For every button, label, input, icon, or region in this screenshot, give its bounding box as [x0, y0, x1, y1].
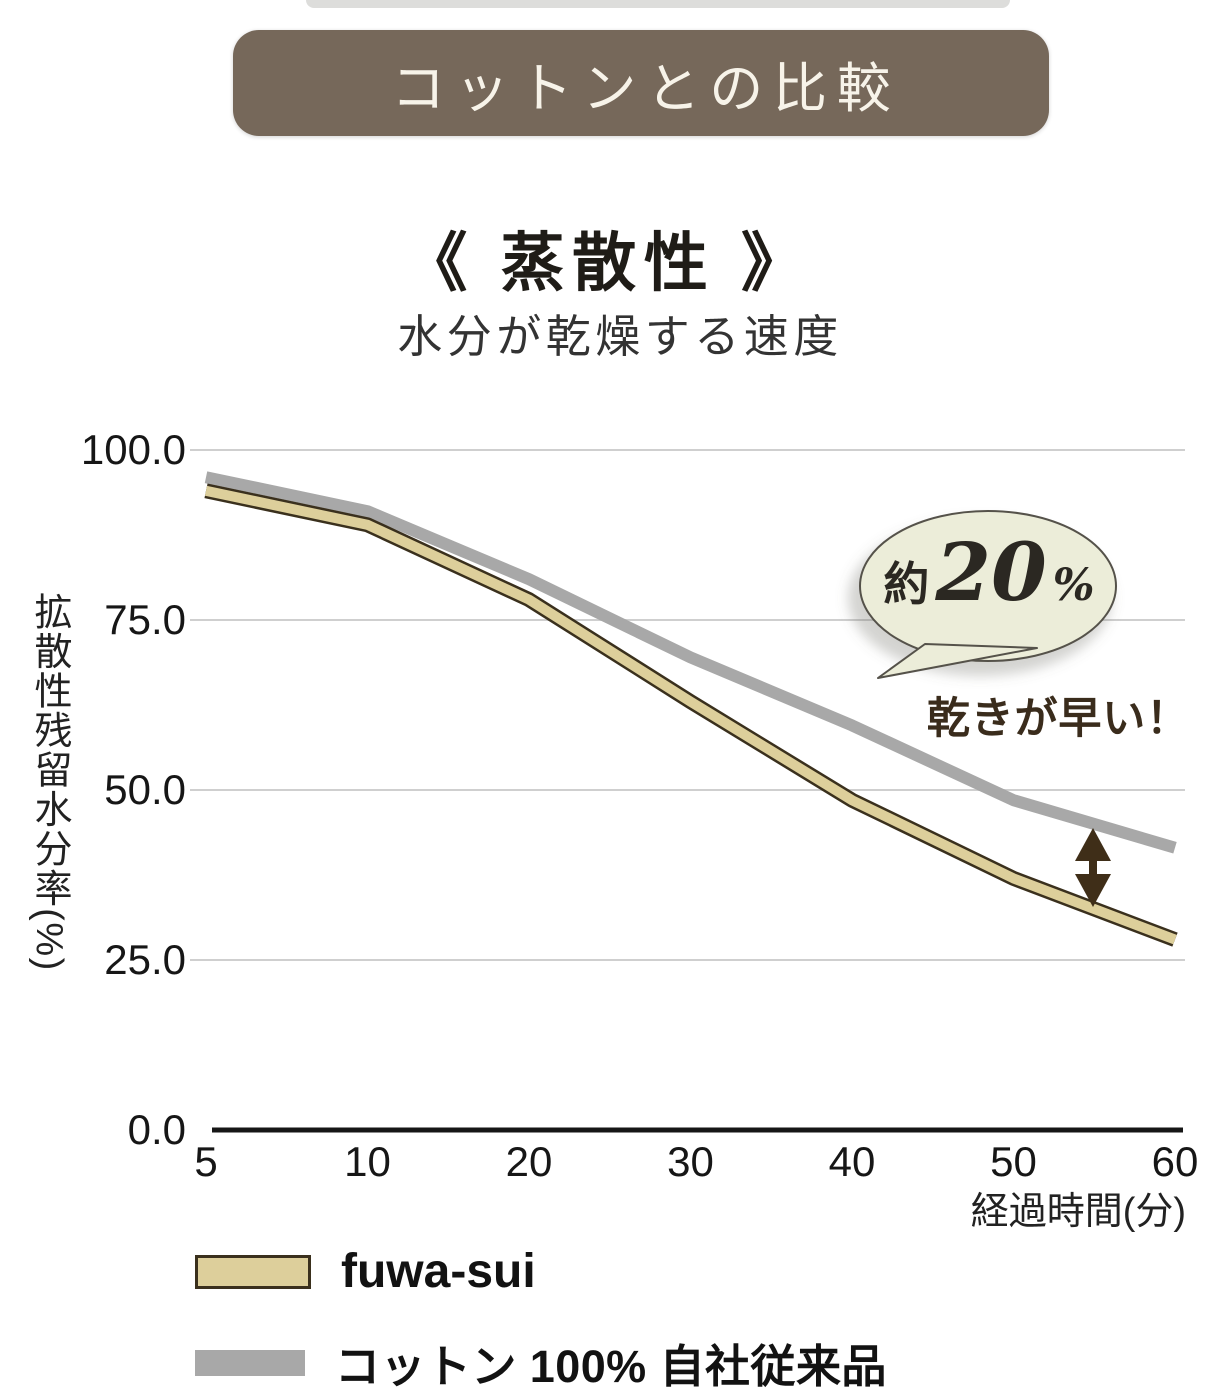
bubble-percent-sign: % — [1052, 560, 1095, 611]
x-tick-label: 30 — [667, 1138, 714, 1185]
legend-label-fuwa-sui: fuwa-sui — [341, 1245, 536, 1298]
section-badge: コットンとの比較 — [233, 30, 1049, 136]
legend-item-cotton: コットン 100% 自社従来品 — [195, 1330, 887, 1395]
x-tick-label: 40 — [828, 1138, 876, 1185]
y-tick-label: 75.0 — [104, 596, 186, 643]
legend-label-cotton: コットン 100% 自社従来品 — [335, 1341, 887, 1392]
legend-item-fuwa-sui: fuwa-sui — [195, 1244, 536, 1299]
x-tick-label: 50 — [990, 1138, 1037, 1185]
bubble-prefix: 約 — [883, 559, 930, 610]
x-tick-label: 5 — [194, 1138, 218, 1185]
y-tick-label: 25.0 — [104, 936, 186, 983]
x-tick-label: 10 — [344, 1138, 391, 1185]
double-arrow-down-head-icon — [1075, 874, 1111, 907]
y-tick-label: 100.0 — [80, 426, 186, 473]
section-badge-label: コットンとの比較 — [391, 58, 901, 119]
x-axis-title: 経過時間(分) — [970, 1191, 1186, 1233]
legend-swatch-cotton — [195, 1349, 305, 1376]
annotation-callout: 乾きが早い！ — [926, 695, 1190, 743]
legend-swatch-fuwa-sui — [195, 1254, 311, 1289]
chart-title: 《 蒸散性 》 — [403, 227, 813, 299]
chart-subtitle: 水分が乾燥する速度 — [397, 311, 843, 362]
annotation-bubble-text: 約 20% — [858, 532, 1120, 642]
y-tick-label: 0.0 — [127, 1106, 186, 1153]
y-tick-label: 50.0 — [104, 766, 186, 813]
double-arrow-up-head-icon — [1075, 828, 1111, 861]
x-tick-label: 60 — [1151, 1138, 1199, 1185]
speech-bubble-tail — [877, 643, 1038, 679]
cutoff-top-element — [306, 0, 1010, 8]
x-tick-label: 20 — [505, 1138, 553, 1185]
bubble-value: 20 — [935, 525, 1047, 619]
y-axis-title: 拡散性残留水分率(%) — [28, 592, 70, 972]
